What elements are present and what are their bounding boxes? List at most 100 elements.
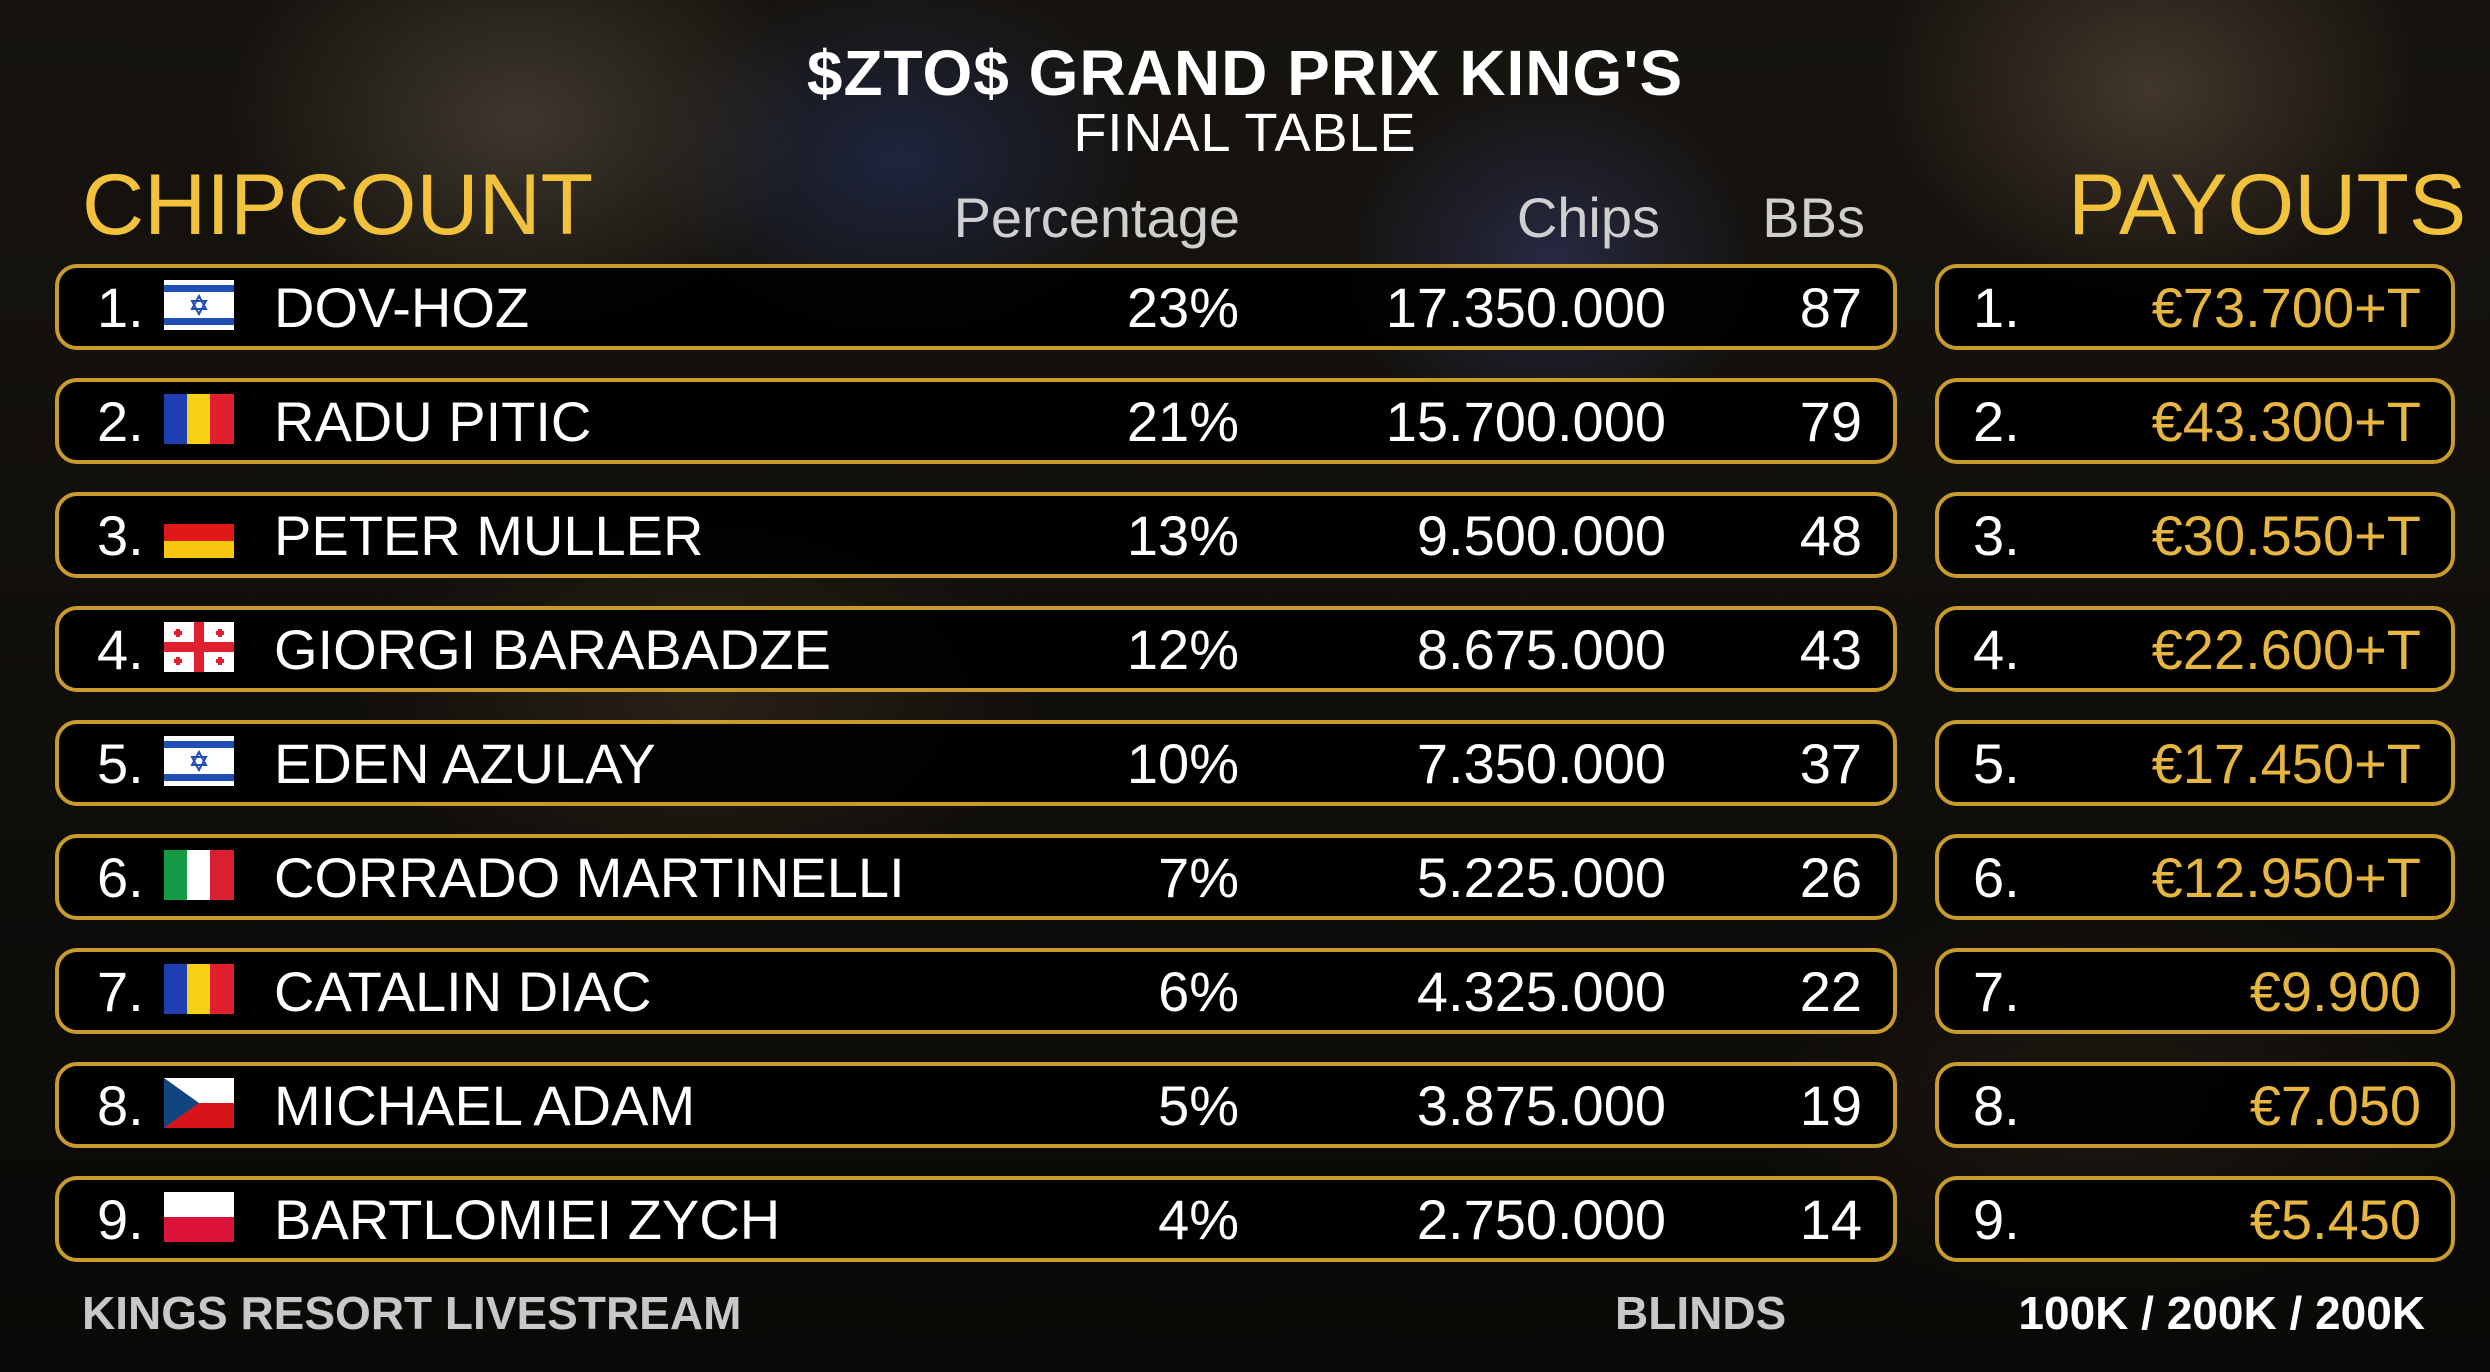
percentage-value: 23% bbox=[1126, 276, 1239, 339]
bbs-value: 87 bbox=[1799, 276, 1862, 339]
page-title: $ZTO$ GRAND PRIX KING'S bbox=[806, 37, 1684, 109]
percentage-value: 10% bbox=[1126, 732, 1239, 795]
bbs-value: 26 bbox=[1799, 846, 1862, 909]
bbs-value: 19 bbox=[1799, 1074, 1862, 1137]
player-name: CORRADO MARTINELLI bbox=[274, 846, 905, 909]
payout-amount: €7.050 bbox=[2249, 1074, 2421, 1137]
chips-value: 2.750.000 bbox=[1416, 1188, 1666, 1251]
player-name: DOV-HOZ bbox=[274, 276, 530, 339]
payout-place: 6. bbox=[1973, 846, 2020, 909]
payout-place: 3. bbox=[1973, 504, 2020, 567]
romania-flag-icon bbox=[164, 964, 234, 1014]
czech-flag-icon bbox=[164, 1078, 234, 1128]
payout-row: 4. €22.600+T bbox=[1935, 606, 2455, 692]
payout-amount: €43.300+T bbox=[2151, 390, 2421, 453]
player-name: PETER MULLER bbox=[274, 504, 704, 567]
percentage-value: 4% bbox=[1158, 1188, 1239, 1251]
poland-flag-icon bbox=[164, 1192, 234, 1242]
percentage-value: 21% bbox=[1126, 390, 1239, 453]
italy-flag-icon bbox=[164, 850, 234, 900]
chips-column-header: Chips bbox=[1516, 186, 1660, 249]
payout-amount: €9.900 bbox=[2249, 960, 2421, 1023]
payout-place: 9. bbox=[1973, 1188, 2020, 1251]
chipcount-row: 4. GIORGI BARABADZE 12% 8.675.000 43 bbox=[55, 606, 1897, 692]
payouts-heading: PAYOUTS bbox=[2068, 157, 2467, 253]
chips-value: 8.675.000 bbox=[1416, 618, 1666, 681]
chips-value: 17.350.000 bbox=[1385, 276, 1666, 339]
payout-place: 7. bbox=[1973, 960, 2020, 1023]
percentage-value: 12% bbox=[1126, 618, 1239, 681]
rank-label: 2. bbox=[97, 390, 144, 453]
payout-row: 1. €73.700+T bbox=[1935, 264, 2455, 350]
payout-amount: €12.950+T bbox=[2151, 846, 2421, 909]
rank-label: 6. bbox=[97, 846, 144, 909]
player-name: BARTLOMIEI ZYCH bbox=[274, 1188, 781, 1251]
bbs-value: 48 bbox=[1799, 504, 1862, 567]
chipcount-row: 5. EDEN AZULAY 10% 7.350.000 37 bbox=[55, 720, 1897, 806]
georgia-flag-icon bbox=[164, 622, 234, 672]
chips-value: 4.325.000 bbox=[1416, 960, 1666, 1023]
brand-label: KINGS RESORT LIVESTREAM bbox=[82, 1287, 742, 1339]
chipcount-row: 1. DOV-HOZ 23% 17.350.000 87 bbox=[55, 264, 1897, 350]
payout-amount: €30.550+T bbox=[2151, 504, 2421, 567]
payout-amount: €22.600+T bbox=[2151, 618, 2421, 681]
chipcount-row: 8. MICHAEL ADAM 5% 3.875.000 19 bbox=[55, 1062, 1897, 1148]
page-subtitle: FINAL TABLE bbox=[1073, 103, 1417, 163]
payout-place: 1. bbox=[1973, 276, 2020, 339]
chipcount-row: 9. BARTLOMIEI ZYCH 4% 2.750.000 14 bbox=[55, 1176, 1897, 1262]
player-name: RADU PITIC bbox=[274, 390, 592, 453]
percentage-value: 5% bbox=[1158, 1074, 1239, 1137]
bbs-value: 37 bbox=[1799, 732, 1862, 795]
germany-flag-icon bbox=[164, 508, 234, 558]
bbs-value: 22 bbox=[1799, 960, 1862, 1023]
rank-label: 9. bbox=[97, 1188, 144, 1251]
player-name: EDEN AZULAY bbox=[274, 732, 656, 795]
payout-place: 4. bbox=[1973, 618, 2020, 681]
payout-row: 9. €5.450 bbox=[1935, 1176, 2455, 1262]
bbs-value: 43 bbox=[1799, 618, 1862, 681]
israel-flag-icon bbox=[164, 280, 234, 330]
blinds-label: BLINDS bbox=[1615, 1287, 1787, 1339]
player-name: CATALIN DIAC bbox=[274, 960, 652, 1023]
percentage-column-header: Percentage bbox=[953, 186, 1240, 249]
rank-label: 8. bbox=[97, 1074, 144, 1137]
chips-value: 9.500.000 bbox=[1416, 504, 1666, 567]
chips-value: 3.875.000 bbox=[1416, 1074, 1666, 1137]
chips-value: 15.700.000 bbox=[1385, 390, 1666, 453]
chipcount-row: 3. PETER MULLER 13% 9.500.000 48 bbox=[55, 492, 1897, 578]
rank-label: 3. bbox=[97, 504, 144, 567]
chipcount-row: 7. CATALIN DIAC 6% 4.325.000 22 bbox=[55, 948, 1897, 1034]
payout-row: 5. €17.450+T bbox=[1935, 720, 2455, 806]
payout-amount: €17.450+T bbox=[2151, 732, 2421, 795]
bbs-value: 79 bbox=[1799, 390, 1862, 453]
romania-flag-icon bbox=[164, 394, 234, 444]
payout-place: 5. bbox=[1973, 732, 2020, 795]
bbs-value: 14 bbox=[1799, 1188, 1862, 1251]
chips-value: 5.225.000 bbox=[1416, 846, 1666, 909]
rank-label: 4. bbox=[97, 618, 144, 681]
payout-place: 8. bbox=[1973, 1074, 2020, 1137]
percentage-value: 6% bbox=[1158, 960, 1239, 1023]
chipcount-row: 2. RADU PITIC 21% 15.700.000 79 bbox=[55, 378, 1897, 464]
payout-row: 2. €43.300+T bbox=[1935, 378, 2455, 464]
chipcount-heading: CHIPCOUNT bbox=[82, 157, 594, 253]
player-name: GIORGI BARABADZE bbox=[274, 618, 831, 681]
israel-flag-icon bbox=[164, 736, 234, 786]
player-name: MICHAEL ADAM bbox=[274, 1074, 696, 1137]
rank-label: 1. bbox=[97, 276, 144, 339]
percentage-value: 7% bbox=[1158, 846, 1239, 909]
chipcount-row: 6. CORRADO MARTINELLI 7% 5.225.000 26 bbox=[55, 834, 1897, 920]
payout-row: 3. €30.550+T bbox=[1935, 492, 2455, 578]
rank-label: 5. bbox=[97, 732, 144, 795]
payout-row: 6. €12.950+T bbox=[1935, 834, 2455, 920]
payout-row: 7. €9.900 bbox=[1935, 948, 2455, 1034]
rank-label: 7. bbox=[97, 960, 144, 1023]
payout-amount: €5.450 bbox=[2249, 1188, 2421, 1251]
bbs-column-header: BBs bbox=[1762, 186, 1865, 249]
blinds-value: 100K / 200K / 200K bbox=[2018, 1287, 2425, 1339]
payout-place: 2. bbox=[1973, 390, 2020, 453]
percentage-value: 13% bbox=[1126, 504, 1239, 567]
chips-value: 7.350.000 bbox=[1416, 732, 1666, 795]
payout-row: 8. €7.050 bbox=[1935, 1062, 2455, 1148]
payout-amount: €73.700+T bbox=[2151, 276, 2421, 339]
